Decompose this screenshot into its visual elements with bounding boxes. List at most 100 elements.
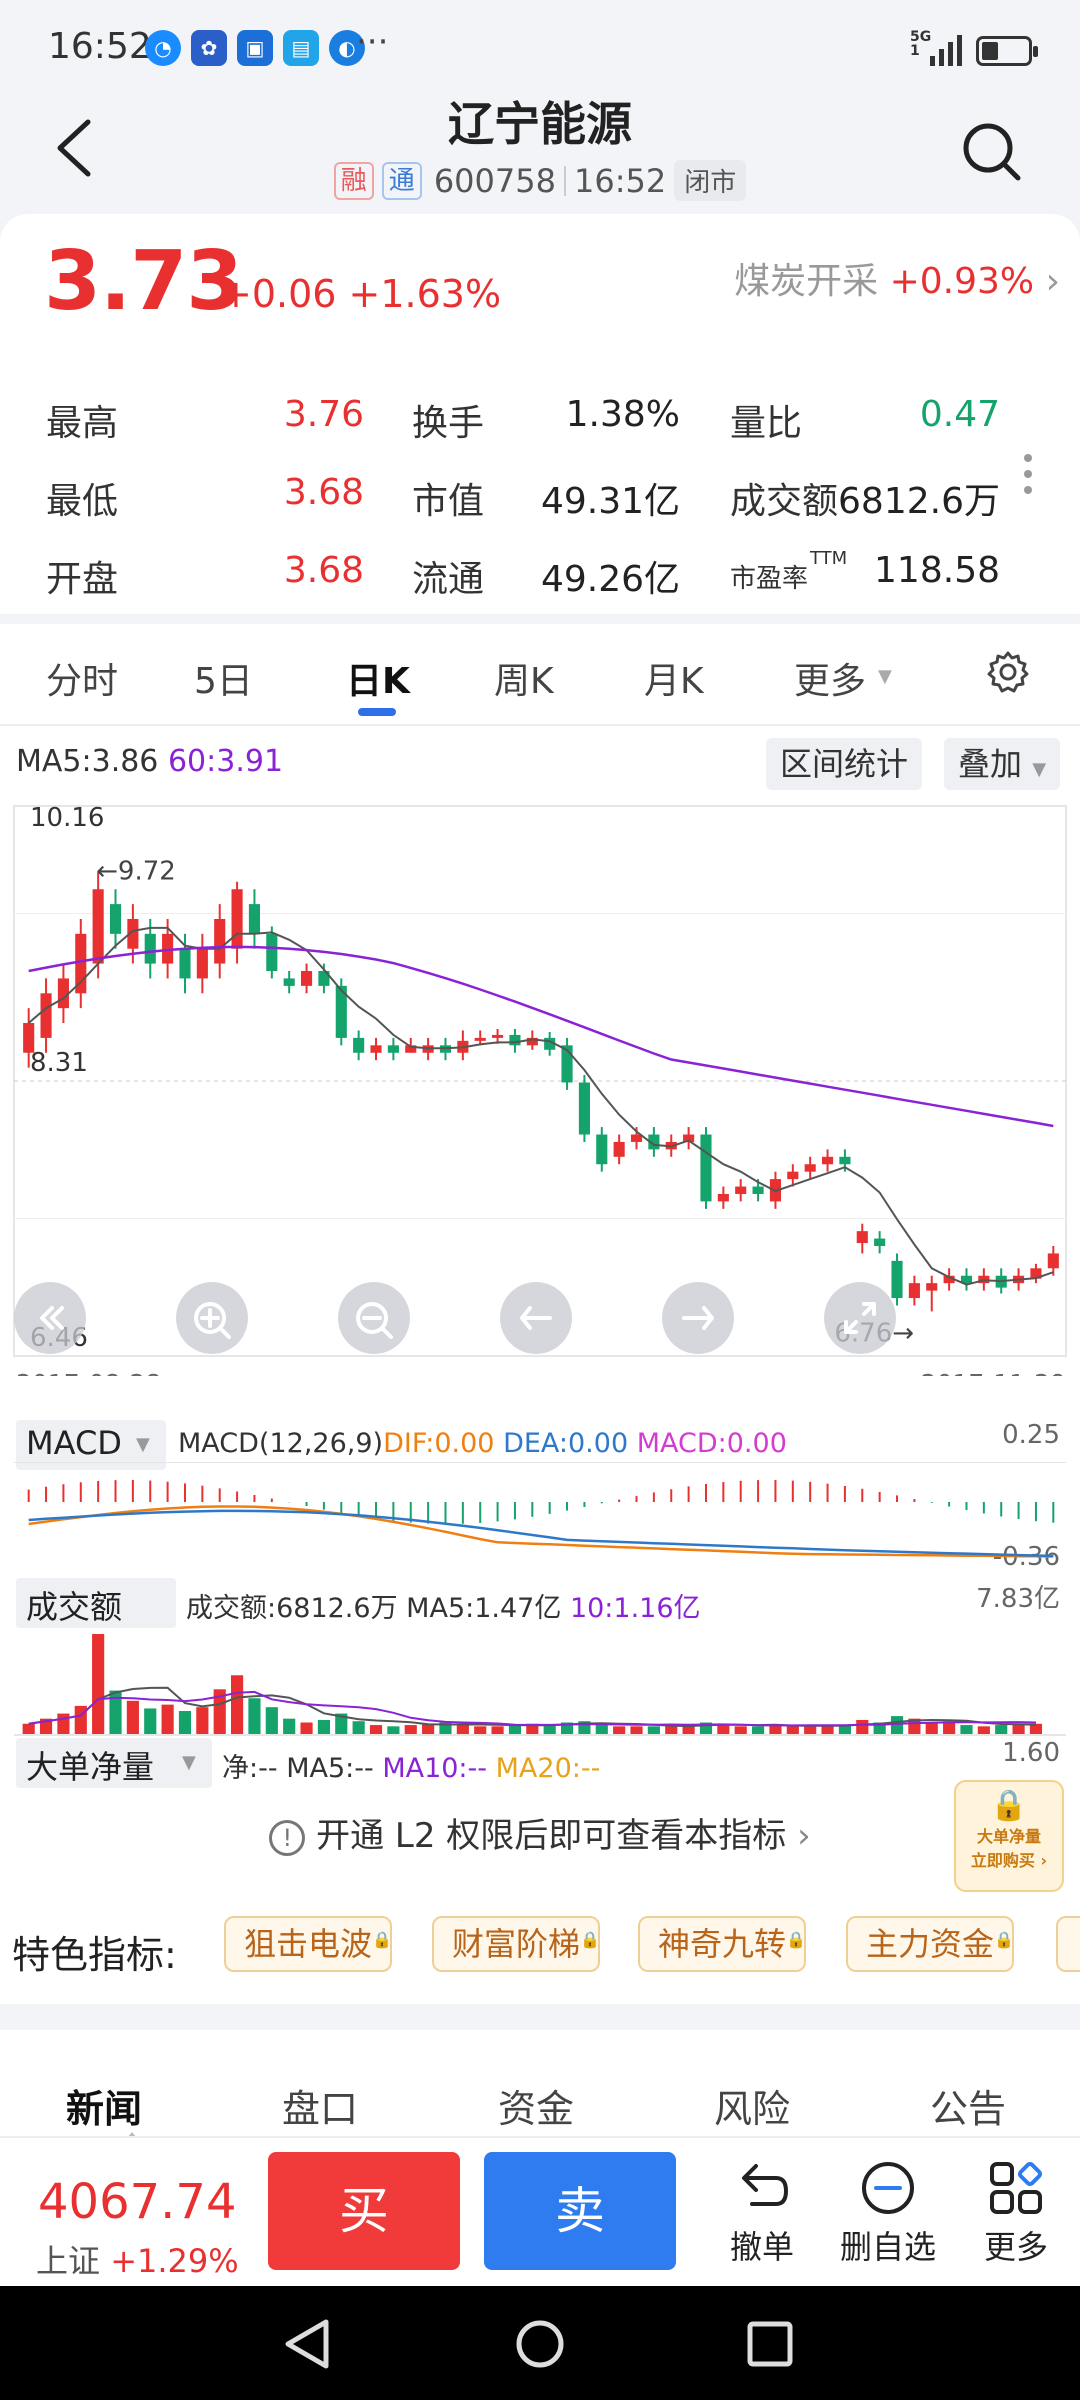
candle-body	[735, 1186, 747, 1194]
news-tab-4[interactable]: 公告	[930, 2087, 1007, 2131]
volume-bar	[752, 1726, 765, 1734]
volume-bar	[196, 1707, 209, 1734]
candle-body	[109, 904, 122, 934]
candle-body	[162, 933, 174, 964]
feature-chip[interactable]: 神奇九转 🔒	[638, 1916, 807, 1972]
bigorder-selector[interactable]: 大单净量 ▼	[16, 1738, 212, 1788]
more-vertical-icon[interactable]	[1024, 454, 1034, 502]
volume-legend: 成交额:6812.6万 MA5:1.47亿 10:1.16亿	[186, 1586, 701, 1625]
volume-bar	[543, 1725, 556, 1734]
volume-ma10-line	[28, 1690, 1037, 1727]
volume-chart	[14, 1634, 1066, 1736]
back-arrow-icon[interactable]	[52, 118, 96, 178]
fullscreen-icon[interactable]	[824, 1282, 896, 1354]
ma5-line	[28, 926, 1054, 1286]
arrow-right-icon[interactable]	[662, 1282, 734, 1354]
rewind-icon[interactable]	[14, 1282, 86, 1354]
volume-bar	[630, 1726, 643, 1734]
feature-indicators: 特色指标: 狙击电波 🔒 财富阶梯 🔒 神奇九转 🔒 主力资金 🔒	[0, 1896, 1080, 1996]
volume-bar	[387, 1726, 400, 1734]
grid-more-icon	[990, 2161, 1043, 2214]
candle-body	[804, 1164, 816, 1172]
tab-2[interactable]: 日K	[346, 661, 410, 702]
volume-bar	[873, 1722, 886, 1734]
candle-body	[943, 1275, 955, 1284]
candle-body	[92, 889, 104, 964]
stat-label: 流通	[412, 559, 485, 600]
nav-back-icon[interactable]	[282, 2318, 332, 2370]
zoom-in-icon[interactable]	[176, 1282, 248, 1354]
volume-bar	[925, 1722, 938, 1734]
remove-watchlist-button[interactable]: 删自选	[838, 2158, 938, 2268]
volume-bar	[474, 1726, 487, 1734]
candle-body	[474, 1037, 486, 1041]
sector-link[interactable]: 煤炭开采 +0.93% ›	[734, 252, 1060, 304]
lock-icon: 🔒	[580, 1930, 601, 1949]
stat-value: 1.38%	[565, 394, 680, 435]
news-tab-2[interactable]: 资金	[498, 2087, 575, 2131]
active-tab-indicator	[358, 708, 396, 716]
y-label-mid: 8.31	[30, 1048, 88, 1078]
stat-label: 换手	[412, 403, 485, 444]
volume-bar	[213, 1689, 226, 1734]
browser-icon: ◐	[329, 30, 365, 66]
feature-chip[interactable]: 主力资金 🔒	[846, 1916, 1015, 1972]
news-tab-1[interactable]: 盘口	[282, 2087, 359, 2131]
tab-5[interactable]: 更多	[794, 661, 867, 702]
volume-bar	[734, 1726, 747, 1734]
feature-chip[interactable]: 财富阶梯 🔒	[432, 1916, 601, 1972]
candle-body	[683, 1134, 695, 1142]
price-change: +0.06 +1.63%	[220, 272, 502, 316]
app-notification-icon: ▣	[237, 30, 273, 66]
feature-chip-label: 主力资金	[866, 1925, 995, 1963]
tab-0[interactable]: 分时	[46, 661, 119, 702]
chevron-down-icon: ▼	[136, 1434, 150, 1455]
cancel-order-button[interactable]: 撤单	[712, 2158, 812, 2268]
divider	[563, 165, 566, 196]
volume-bar	[890, 1716, 904, 1734]
lock-icon: 🔒	[372, 1930, 393, 1949]
more-button[interactable]: 更多	[966, 2158, 1066, 2268]
volume-selector[interactable]: 成交额	[16, 1578, 176, 1628]
date-start: 2017-08-28	[16, 1369, 161, 1376]
notification-icons: ◔ ✿ ▣ ▤ ◐	[145, 30, 365, 66]
tab-4[interactable]: 月K	[644, 661, 704, 702]
index-value[interactable]: 4067.74	[38, 2174, 237, 2230]
l2-notice-text: 开通 L2 权限后即可查看本指标	[316, 1816, 787, 1856]
news-tab-0[interactable]: 新闻	[66, 2087, 143, 2131]
candle-body	[752, 1186, 764, 1194]
kline-chart[interactable]: 10.168.316.46←9.726.76→2017-08-282017-11…	[0, 796, 1080, 1376]
high-marker: ←9.72	[96, 856, 176, 886]
index-info[interactable]: 上证 +1.29%	[36, 2236, 239, 2282]
macd-dea: DEA:0.00	[503, 1428, 629, 1459]
overlay-button[interactable]: 叠加 ▼	[944, 738, 1061, 790]
settings-gear-icon[interactable]	[986, 650, 1030, 694]
news-tab-3[interactable]: 风险	[714, 2087, 791, 2131]
feature-chip-overflow[interactable]	[1056, 1916, 1080, 1972]
volume-bar	[161, 1704, 174, 1734]
nav-home-icon[interactable]	[514, 2318, 566, 2370]
network-type: 5G 1	[910, 29, 932, 59]
bigorder-purchase-ad[interactable]: 🔒 大单净量 立即购买 ›	[954, 1780, 1064, 1892]
range-stats-button[interactable]: 区间统计	[766, 738, 923, 790]
tab-3[interactable]: 周K	[494, 661, 554, 702]
stock-subtitle: 融 通 600758 16:52 闭市	[0, 160, 1080, 201]
search-icon[interactable]	[958, 118, 1024, 184]
tab-1[interactable]: 5日	[194, 661, 253, 702]
nav-recents-icon[interactable]	[746, 2320, 796, 2370]
volume-bar	[960, 1725, 973, 1734]
l2-notice[interactable]: ! 开通 L2 权限后即可查看本指标 ›	[0, 1808, 1080, 1857]
candle-body	[561, 1045, 573, 1083]
features-label: 特色指标:	[12, 1933, 177, 1977]
volume-ma10: 10:1.16亿	[569, 1593, 701, 1624]
sell-button[interactable]: 卖	[484, 2152, 676, 2270]
index-change: +1.29%	[110, 2242, 239, 2280]
zoom-out-icon[interactable]	[338, 1282, 410, 1354]
volume-bar	[717, 1723, 730, 1734]
feature-chip[interactable]: 狙击电波 🔒	[224, 1916, 393, 1972]
lock-icon: 🔒	[990, 1788, 1028, 1823]
buy-button[interactable]: 买	[268, 2152, 460, 2270]
volume-bar	[22, 1723, 35, 1734]
stat-value: 3.68	[283, 472, 364, 513]
arrow-left-icon[interactable]	[500, 1282, 572, 1354]
